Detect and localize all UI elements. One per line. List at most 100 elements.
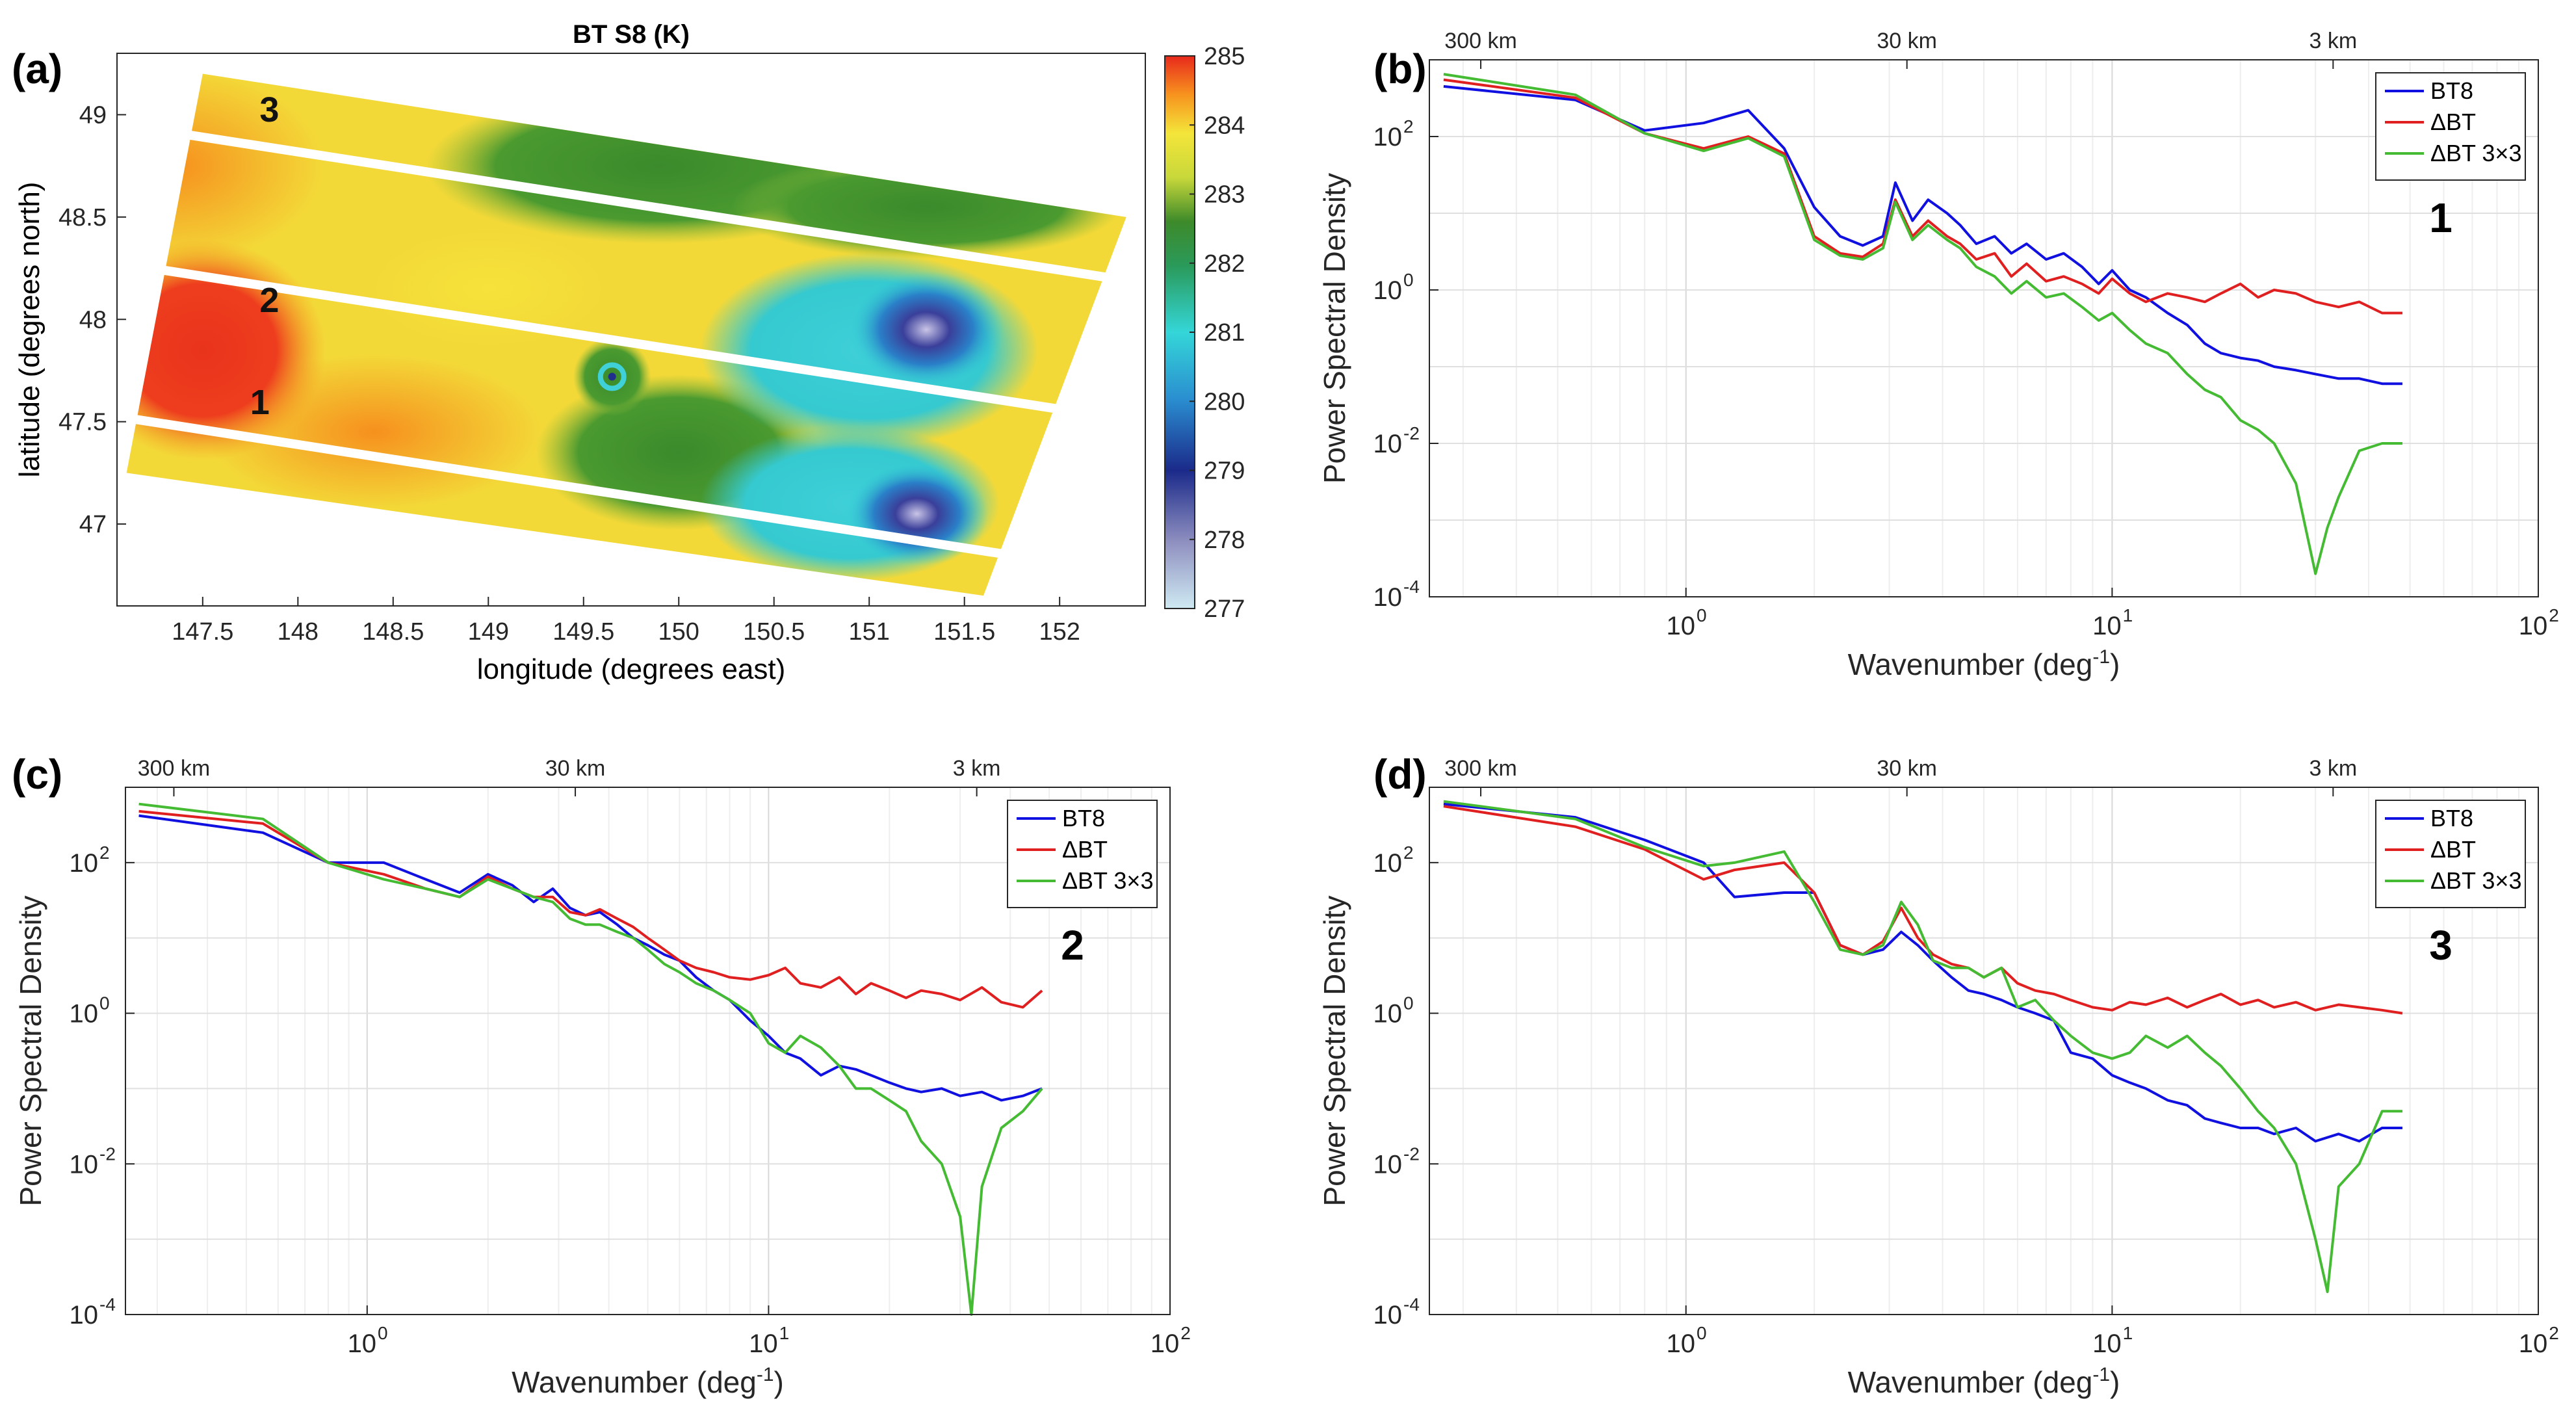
colorbar-tick-label: 284 <box>1204 112 1245 139</box>
top-tick-label: 300 km <box>138 756 211 781</box>
top-tick-label: 3 km <box>2309 756 2357 781</box>
axes-box <box>125 787 1171 1315</box>
colorbar-tick-label: 281 <box>1204 319 1245 347</box>
x-axis-label-end: ) <box>774 1365 784 1399</box>
y-tick-label: 48 <box>79 306 107 334</box>
top-tick-label: 30 km <box>1877 756 1937 781</box>
y-tick-label: 10 <box>70 1301 99 1329</box>
top-tick-label: 3 km <box>953 756 1001 781</box>
top-tick-label: 30 km <box>545 756 606 781</box>
series-line-ΔBT 3×3 <box>1443 73 2402 575</box>
series-line-BT8 <box>1443 85 2402 386</box>
y-tick-exponent: 0 <box>1403 270 1414 290</box>
region-label: 2 <box>1061 922 1084 969</box>
x-axis-label-exponent: -1 <box>757 1364 774 1385</box>
y-tick-label: 47.5 <box>59 409 107 436</box>
y-axis-label: Power Spectral Density <box>14 895 47 1206</box>
map-y-label: latitude (degrees north) <box>14 182 46 478</box>
x-tick-exponent: 1 <box>779 1323 790 1343</box>
colorbar-tick-label: 280 <box>1204 388 1245 415</box>
y-tick-label: 10 <box>1373 276 1403 305</box>
temperature-feature <box>848 271 1005 388</box>
x-axis-label-end: ) <box>2110 1365 2120 1399</box>
y-tick-exponent: 2 <box>1403 116 1414 137</box>
swath-gap-stripes <box>125 120 1137 579</box>
y-tick-exponent: -4 <box>1403 1294 1420 1315</box>
series-line-ΔBT <box>138 809 1043 1009</box>
x-tick-label: 149.5 <box>553 618 614 646</box>
y-tick-exponent: 0 <box>1403 993 1414 1014</box>
swath-gap <box>125 120 1137 287</box>
map-title: BT S8 (K) <box>573 20 690 49</box>
x-axis-label-end: ) <box>2110 648 2120 681</box>
y-tick-exponent: 0 <box>99 993 110 1014</box>
x-tick-exponent: 2 <box>1180 1323 1191 1343</box>
y-tick-label: 49 <box>79 101 107 129</box>
y-tick-label: 10 <box>1373 430 1403 458</box>
x-axis-label: Wavenumber (deg-1) <box>512 1364 784 1399</box>
y-tick-exponent: -4 <box>99 1294 116 1315</box>
y-tick-label: 48.5 <box>59 204 107 231</box>
top-tick-label: 30 km <box>1877 29 1937 53</box>
panel-tag: (c) <box>12 751 62 798</box>
x-axis-label-exponent: -1 <box>2092 1364 2110 1385</box>
x-tick-exponent: 0 <box>1697 1323 1707 1343</box>
y-tick-exponent: 2 <box>1403 843 1414 863</box>
x-tick-label: 10 <box>2519 612 2548 640</box>
panel-a-tag: (a) <box>12 46 62 92</box>
x-tick-label: 10 <box>1666 612 1695 640</box>
x-tick-label: 148 <box>278 618 319 646</box>
y-tick-label: 47 <box>79 511 107 538</box>
y-tick-label: 10 <box>1373 1150 1403 1179</box>
y-tick-exponent: -4 <box>1403 577 1420 597</box>
colorbar-ticks: 277 278 279 280 281 282 283 284 285 <box>1190 43 1245 623</box>
x-tick-label: 150.5 <box>743 618 805 646</box>
x-tick-exponent: 0 <box>1697 605 1707 625</box>
legend-label: ΔBT <box>2430 109 2476 135</box>
x-tick-label: 152 <box>1039 618 1080 646</box>
y-tick-label: 10 <box>1373 1301 1403 1329</box>
x-tick-label: 147.5 <box>172 618 233 646</box>
legend-label: BT8 <box>1062 805 1105 831</box>
y-axis-label: Power Spectral Density <box>1318 895 1351 1206</box>
series-line-ΔBT <box>1443 805 2403 1015</box>
x-tick-label: 10 <box>2092 1329 2122 1358</box>
stripe-labels: 1 2 3 <box>250 90 280 422</box>
stripe-label-3: 3 <box>259 90 279 129</box>
eddy-swirl <box>597 362 627 391</box>
y-tick-exponent: 2 <box>99 843 110 863</box>
x-tick-label: 10 <box>2519 1329 2548 1358</box>
panel-tag: (d) <box>1373 751 1427 798</box>
x-tick-exponent: 1 <box>2123 605 2133 625</box>
legend-label: ΔBT <box>1062 836 1108 863</box>
legend-label: ΔBT 3×3 <box>2430 140 2521 166</box>
legend-label: BT8 <box>2430 77 2473 104</box>
eddy-center <box>608 373 616 381</box>
x-tick-exponent: 1 <box>2123 1323 2133 1343</box>
y-tick-label: 10 <box>1373 123 1403 151</box>
colorbar-tick-label: 279 <box>1204 458 1245 485</box>
x-tick-label: 10 <box>348 1329 377 1358</box>
stripe-label-2: 2 <box>259 281 279 320</box>
x-tick-label: 10 <box>1666 1329 1695 1358</box>
colorbar-tick-label: 277 <box>1204 596 1245 623</box>
y-tick-label: 10 <box>70 1150 99 1179</box>
colorbar-tick-label: 283 <box>1204 181 1245 209</box>
x-tick-exponent: 0 <box>378 1323 388 1343</box>
x-tick-label: 10 <box>2092 612 2122 640</box>
axes-box <box>1429 787 2539 1315</box>
x-axis-label: Wavenumber (deg-1) <box>1848 646 2120 681</box>
top-tick-label: 300 km <box>1444 756 1517 781</box>
colorbar-tick-label: 282 <box>1204 250 1245 278</box>
y-tick-label: 10 <box>70 1000 99 1028</box>
x-tick-label: 10 <box>1151 1329 1180 1358</box>
top-tick-label: 300 km <box>1444 29 1517 53</box>
series-line-ΔBT <box>1443 78 2402 315</box>
region-label: 3 <box>2429 922 2452 969</box>
stripe-label-1: 1 <box>250 383 270 422</box>
colorbar-tick-label: 278 <box>1204 527 1245 554</box>
colorbar-tick-label: 285 <box>1204 43 1245 70</box>
y-tick-exponent: -2 <box>1403 1144 1420 1164</box>
